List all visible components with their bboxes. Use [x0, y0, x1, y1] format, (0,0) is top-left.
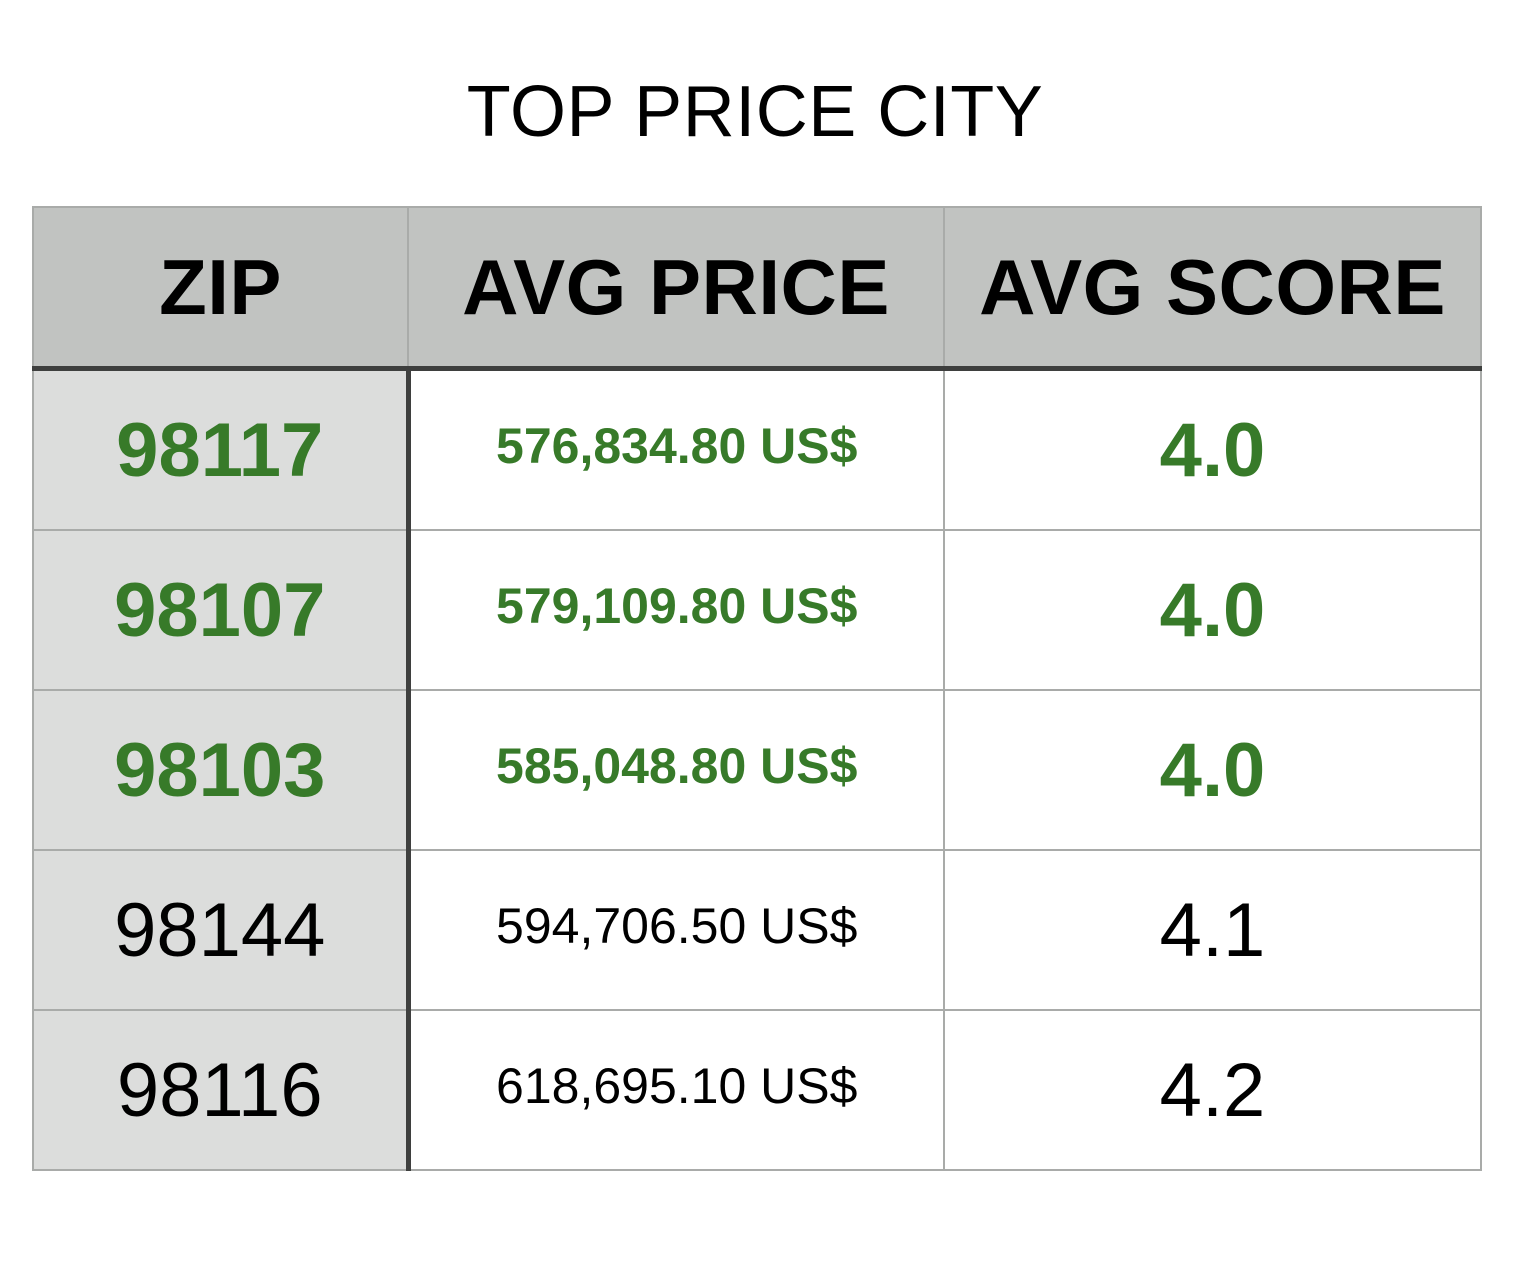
column-header-avg-score: AVG SCORE [943, 206, 1482, 371]
avg-price-cell: 576,834.80 US$ [407, 367, 945, 531]
zip-cell: 98107 [32, 529, 411, 691]
zip-cell: 98144 [32, 849, 411, 1011]
avg-score-cell: 4.1 [943, 849, 1482, 1011]
zip-cell: 98117 [32, 367, 411, 531]
column-header-avg-price: AVG PRICE [407, 206, 945, 371]
table-title: TOP PRICE CITY [466, 72, 1044, 152]
avg-score-cell: 4.0 [943, 367, 1482, 531]
avg-price-cell: 618,695.10 US$ [407, 1009, 945, 1171]
avg-price-cell: 579,109.80 US$ [407, 529, 945, 691]
avg-score-cell: 4.2 [943, 1009, 1482, 1171]
table-row: 98144 594,706.50 US$ 4.1 [32, 849, 1482, 1011]
table-row: 98116 618,695.10 US$ 4.2 [32, 1009, 1482, 1171]
zip-cell: 98116 [32, 1009, 411, 1171]
avg-price-cell: 585,048.80 US$ [407, 689, 945, 851]
header-row: ZIP AVG PRICE AVG SCORE [32, 206, 1482, 371]
avg-score-cell: 4.0 [943, 529, 1482, 691]
table-row: 98117 576,834.80 US$ 4.0 [32, 367, 1482, 531]
avg-price-cell: 594,706.50 US$ [407, 849, 945, 1011]
price-table: ZIP AVG PRICE AVG SCORE 98117 576,834.80… [32, 206, 1482, 1171]
column-header-zip: ZIP [32, 206, 409, 371]
table-row: 98107 579,109.80 US$ 4.0 [32, 529, 1482, 691]
zip-cell: 98103 [32, 689, 411, 851]
table-row: 98103 585,048.80 US$ 4.0 [32, 689, 1482, 851]
avg-score-cell: 4.0 [943, 689, 1482, 851]
